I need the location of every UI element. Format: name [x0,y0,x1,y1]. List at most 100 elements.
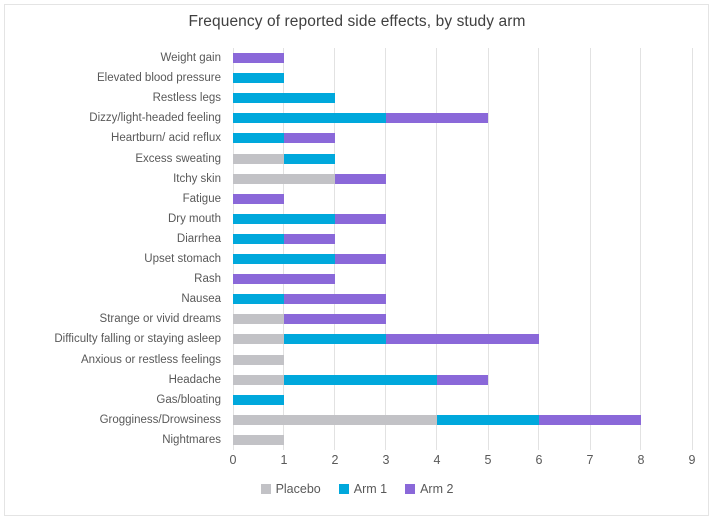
bar-segment-arm-1 [284,334,386,345]
x-tick-label: 0 [229,453,237,467]
bar-segment-placebo [233,334,284,345]
legend-item-placebo: Placebo [260,482,321,496]
bar-segment-arm-1 [233,133,284,144]
bar-segment-arm-1 [233,394,284,405]
bar-row [233,329,692,349]
bar-segment-arm-1 [284,374,437,385]
x-tick-label: 7 [586,453,594,467]
category-label: Dizzy/light-headed feeling [89,112,221,125]
bar-row [233,68,692,88]
bar-segment-placebo [233,434,284,445]
gridline [589,48,591,450]
gridline [436,48,438,450]
bar-segment-placebo [233,314,284,325]
x-tick-label: 8 [637,453,645,467]
category-label: Restless legs [152,92,221,105]
bar-segment-arm-1 [233,73,284,84]
bar-segment-arm-2 [233,274,335,285]
bar-row [233,289,692,309]
bar-row [233,169,692,189]
gridline [487,48,489,450]
x-tick-label: 1 [280,453,288,467]
bar-row [233,269,692,289]
bar-segment-placebo [233,374,284,385]
bar-row [233,128,692,148]
bar-segment-arm-1 [233,213,335,224]
category-label: Headache [168,373,221,386]
gridline [538,48,540,450]
category-label: Elevated blood pressure [96,72,221,85]
bar-segment-arm-2 [436,374,488,385]
bar-stack [233,294,692,305]
category-label: Weight gain [160,52,221,64]
bar-segment-arm-1 [233,93,335,104]
x-tick-label: 2 [331,453,339,467]
bar-segment-placebo [233,414,437,425]
bar-stack [233,414,692,425]
bar-segment-arm-2 [335,173,386,184]
legend-label: Arm 2 [420,482,454,496]
bar-stack [233,113,692,124]
category-label: Excess sweating [135,152,221,165]
bar-row [233,249,692,269]
bar-segment-arm-2 [284,294,386,305]
category-label: Upset stomach [144,253,221,265]
x-tick-label: 9 [688,453,696,467]
category-label: Heartburn/ acid reflux [111,132,221,145]
bar-stack [233,334,692,345]
legend-swatch-icon [338,484,349,494]
bar-segment-arm-1 [233,233,284,244]
legend: Placebo Arm 1 Arm 2 [0,479,714,499]
bar-stack [233,374,692,385]
gridline [640,48,642,450]
category-axis: Weight gain Elevated blood pressure Restle… [0,48,227,450]
bar-segment-arm-2 [385,113,488,124]
bar-segment-arm-1 [437,414,539,425]
category-label: Grogginess/Drowsiness [99,413,221,426]
gridline [283,48,285,450]
bar-segment-arm-2 [539,414,641,425]
category-label: Rash [194,273,221,286]
bar-stack [233,173,692,184]
category-label: Gas/bloating [156,393,221,406]
bar-segment-arm-1 [233,294,284,305]
bar-stack [233,354,692,365]
plot-area [232,48,693,450]
category-label: Itchy skin [173,172,221,185]
x-tick-label: 5 [484,453,492,467]
bar-stack [233,274,692,285]
bar-segment-arm-2 [284,314,386,325]
legend-label: Arm 1 [353,482,388,496]
category-label: Nausea [181,293,221,306]
bar-row [233,108,692,128]
bar-row [233,410,692,430]
bar-segment-arm-2 [233,53,284,64]
bar-row [233,149,692,169]
category-label: Difficulty falling or staying asleep [54,333,221,346]
bar-stack [233,73,692,84]
bar-row [233,189,692,209]
bar-stack [233,53,692,64]
bar-row [233,309,692,329]
bar-stack [233,193,692,204]
gridline [385,48,387,450]
legend-swatch-icon [260,484,271,494]
category-label: Nightmares [162,433,221,446]
bar-stack [233,394,692,405]
bar-stack [233,153,692,164]
bar-row [233,209,692,229]
bar-segment-arm-2 [335,254,386,265]
bar-stack [233,213,692,224]
category-label: Fatigue [182,192,221,205]
legend-label: Placebo [275,482,321,496]
bar-segment-placebo [233,173,335,184]
bar-segment-arm-2 [335,213,386,224]
x-tick-label: 3 [382,453,390,467]
bar-segment-placebo [233,354,284,365]
x-tick-label: 4 [433,453,441,467]
bar-row [233,370,692,390]
category-label: Anxious or restless feelings [81,353,221,366]
legend-item-arm-1: Arm 1 [338,482,388,496]
bar-row [233,430,692,450]
